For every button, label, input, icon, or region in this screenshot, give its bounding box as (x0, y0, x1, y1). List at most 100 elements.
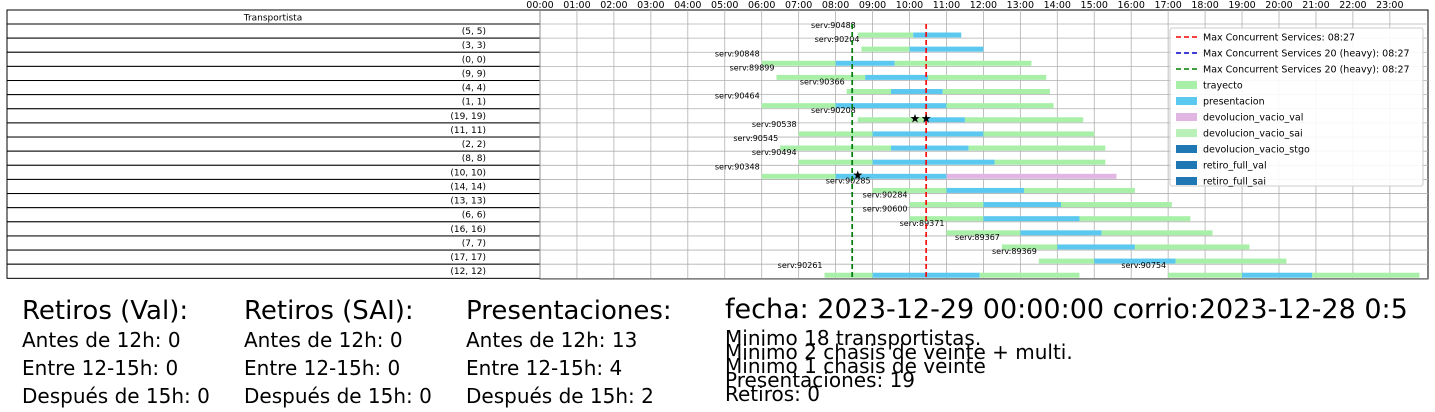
service-label: serv:90348 (715, 162, 760, 171)
run-info-line: Retiros: 0 (725, 382, 820, 406)
legend-box (1169, 27, 1424, 187)
legend-bar-swatch (1176, 161, 1197, 169)
service-label: serv:90208 (811, 106, 856, 115)
row-label: (10, 10) (450, 168, 486, 178)
gantt-bar-trayecto (857, 32, 914, 38)
gantt-bar-presentacion (835, 103, 947, 109)
gantt-bar-trayecto (927, 74, 1047, 80)
row-label: (0, 0) (462, 55, 486, 65)
gantt-bar-trayecto (1038, 258, 1095, 264)
gantt-bar-trayecto (946, 103, 1054, 109)
row-label: (7, 7) (462, 239, 486, 249)
row-label-cell (6, 235, 541, 251)
presentaciones-block: Presentaciones: Antes de 12h: 13 Entre 1… (466, 296, 672, 410)
legend-label: retiro_full_sai (1203, 177, 1266, 188)
row-label-cell (6, 65, 541, 82)
retiros-sai-line: Antes de 12h: 0 (244, 328, 403, 352)
x-tick-label: 02:00 (600, 0, 627, 11)
x-tick-label: 03:00 (637, 0, 664, 11)
gantt-bar-trayecto (761, 103, 836, 109)
gantt-bar-trayecto (968, 145, 1106, 151)
gantt-bar-trayecto (1134, 244, 1250, 250)
gantt-bar-presentacion (1242, 272, 1313, 278)
gantt-bar-trayecto (942, 89, 1050, 95)
x-tick-label: 22:00 (1339, 0, 1366, 11)
row-label-cell (6, 136, 541, 152)
gantt-bar-presentacion (835, 60, 895, 66)
gantt-bar-presentacion (1020, 230, 1102, 236)
row-label: (13, 13) (450, 197, 486, 207)
x-tick-label: 19:00 (1228, 0, 1255, 11)
gantt-bar-trayecto (994, 159, 1106, 165)
run-info-line: Minimo 1 chasis de veinte (725, 354, 986, 378)
legend-bar-swatch (1176, 145, 1197, 153)
x-tick-label: 21:00 (1302, 0, 1329, 11)
service-label: serv:90494 (752, 148, 797, 157)
row-label: (2, 2) (462, 140, 486, 150)
gantt-bar-trayecto (761, 60, 836, 66)
x-tick-label: 07:00 (785, 0, 812, 11)
retiros-val-line: Antes de 12h: 0 (22, 328, 181, 352)
service-label: serv:90600 (863, 205, 908, 214)
x-tick-label: 06:00 (748, 0, 775, 11)
gantt-bar-trayecto (964, 117, 1084, 123)
gantt-bar-trayecto (872, 187, 947, 193)
star-marker: ★ (852, 168, 863, 182)
gantt-bar-presentacion (909, 46, 984, 52)
x-tick-label: 17:00 (1154, 0, 1181, 11)
gantt-chart: Transportista (5, 5) (3, 3) (0, 0) (9, 9) (4… (6, 0, 1429, 280)
gantt-bar-trayecto (761, 173, 836, 179)
gantt-bar-presentacion (983, 216, 1080, 222)
gantt-bar-trayecto (846, 89, 892, 95)
run-date-title: fecha: 2023-12-29 00:00:00 corrio:2023-1… (725, 294, 1408, 325)
row-label-cell (6, 23, 541, 39)
legend-label: devolucion_vacio_stgo (1203, 145, 1310, 156)
retiros-val-title: Retiros (Val): (22, 296, 189, 326)
legend-bar-swatch (1176, 81, 1197, 89)
row-label-cell (6, 37, 541, 53)
gantt-bar-trayecto (1024, 187, 1135, 193)
presentaciones-line: Después de 15h: 2 (466, 384, 654, 408)
row-label-cell (6, 94, 541, 110)
gantt-bar-trayecto (979, 272, 1080, 278)
row-label: (9, 9) (462, 69, 486, 79)
row-label-cell (6, 207, 541, 223)
gantt-bar-presentacion (872, 159, 995, 165)
retiros-val-line: Entre 12-15h: 0 (22, 356, 179, 380)
gantt-bar-trayecto (1001, 244, 1058, 250)
service-label: serv:89371 (900, 219, 945, 228)
retiros-sai-line: Después de 15h: 0 (244, 384, 432, 408)
run-info-line: Presentaciones: 19 (725, 368, 916, 392)
legend-label: Max Concurrent Services 20 (heavy): 08:2… (1203, 49, 1410, 60)
legend-label: retiro_full_val (1203, 161, 1267, 172)
service-label: serv:90488 (811, 21, 856, 30)
row-label: (5, 5) (462, 27, 486, 37)
service-label: serv:90366 (800, 78, 845, 87)
gantt-bar-devolucion_vacio_val (946, 173, 1117, 179)
x-tick-label: 12:00 (970, 0, 997, 11)
gantt-bar-trayecto (983, 131, 1095, 137)
legend-label: devolucion_vacio_sai (1203, 129, 1303, 140)
gantt-bar-presentacion (865, 74, 928, 80)
x-tick-label: 14:00 (1044, 0, 1071, 11)
retiros-sai-title: Retiros (SAI): (244, 296, 414, 326)
row-label: (6, 6) (462, 211, 486, 221)
service-label: serv:89369 (992, 247, 1037, 256)
service-label: serv:90464 (715, 92, 760, 101)
retiros-val-line: Después de 15h: 0 (22, 384, 210, 408)
gantt-bar-trayecto (798, 131, 873, 137)
x-tick-label: 09:00 (859, 0, 886, 11)
gantt-bar-trayecto (1101, 230, 1213, 236)
x-tick-label: 01:00 (563, 0, 590, 11)
gantt-bar-trayecto (824, 272, 873, 278)
run-info-line: Minimo 18 transportistas. (725, 326, 982, 350)
row-label: (16, 16) (450, 225, 486, 235)
row-label-cell (6, 80, 541, 96)
gantt-bar-presentacion (924, 117, 965, 123)
star-marker: ★ (921, 111, 932, 125)
gantt-bar-trayecto (861, 46, 910, 52)
x-tick-label: 13:00 (1007, 0, 1034, 11)
gantt-bar-presentacion (872, 131, 984, 137)
gantt-bar-trayecto (1312, 272, 1420, 278)
legend-label: trayecto (1203, 81, 1243, 92)
